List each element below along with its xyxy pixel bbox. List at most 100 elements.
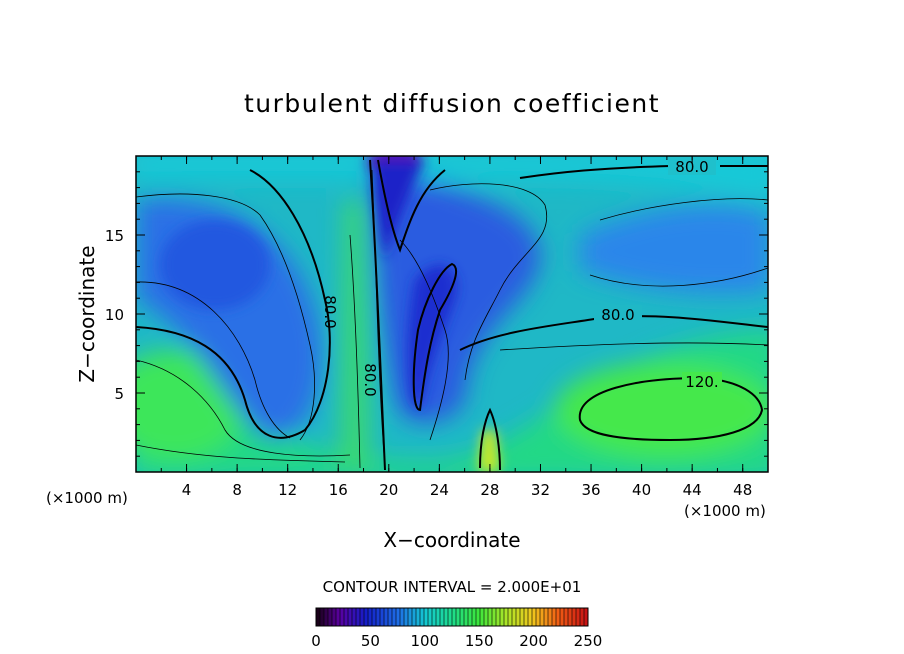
colorbar-cell [436, 608, 440, 626]
colorbar-cell [384, 608, 388, 626]
colorbar-cell [344, 608, 348, 626]
colorbar-tick-label: 50 [361, 632, 380, 650]
contour-thin [589, 267, 768, 287]
contour-thin [499, 342, 768, 351]
contour-thin [349, 234, 361, 469]
colorbar-cell [468, 608, 472, 626]
x-tick-label: 8 [232, 481, 242, 499]
colorbar-cell [532, 608, 536, 626]
field-dark-blue-plume [372, 160, 425, 260]
x-unit-right: (×1000 m) [684, 502, 766, 520]
x-tick-label: 16 [329, 481, 348, 499]
x-tick-label: 24 [430, 481, 449, 499]
y-tick-label: 15 [105, 227, 124, 245]
colorbar [315, 607, 589, 627]
x-tick-label: 40 [632, 481, 651, 499]
colorbar-cell [328, 608, 332, 626]
colorbar-tick-label: 0 [311, 632, 321, 650]
y-axis: 5 10 15 [105, 171, 768, 457]
x-tick-label: 28 [480, 481, 499, 499]
colorbar-ticks: 0 50 100 150 200 250 [311, 632, 602, 650]
field-deep-blue-left [160, 220, 270, 310]
colorbar-tick-label: 100 [410, 632, 439, 650]
colorbar-tick-label: 250 [574, 632, 603, 650]
colorbar-cell [360, 608, 364, 626]
colorbar-cell [388, 608, 392, 626]
colorbar-cell [524, 608, 528, 626]
colorbar-cell [480, 608, 484, 626]
colorbar-cell [324, 608, 328, 626]
field-blue-right [580, 205, 768, 294]
colorbar-cell [364, 608, 368, 626]
colorbar-cell [556, 608, 560, 626]
plot-area [136, 156, 768, 472]
contour-label-bg [682, 372, 722, 390]
contour-80-plume [377, 159, 446, 253]
colorbar-cell [512, 608, 516, 626]
colorbar-cell [572, 608, 576, 626]
colorbar-cell [528, 608, 532, 626]
contour-thin [136, 193, 315, 441]
colorbar-cell [464, 608, 468, 626]
colorbar-cell [392, 608, 396, 626]
x-tick-label: 20 [379, 481, 398, 499]
colorbar-cell [568, 608, 572, 626]
contour-deep [412, 262, 458, 412]
colorbar-cell [376, 608, 380, 626]
colorbar-cell [452, 608, 456, 626]
contour-label-group: 80.0 80.0 80.0 80.0 120. [321, 157, 722, 397]
colorbar-cell [584, 608, 588, 626]
colorbar-cell [440, 608, 444, 626]
y-axis-title: Z−coordinate [75, 245, 99, 382]
contour-80-center [369, 159, 386, 471]
y-tick-label: 10 [105, 306, 124, 324]
colorbar-cell [368, 608, 372, 626]
contour-interval-text: CONTOUR INTERVAL = 2.000E+01 [323, 578, 582, 596]
x-tick-label: 44 [683, 481, 702, 499]
contour-label-left: 80.0 [321, 295, 339, 328]
colorbar-cell [496, 608, 500, 626]
colorbar-cell [472, 608, 476, 626]
colorbar-cell [520, 608, 524, 626]
field-green-column [340, 200, 370, 470]
field-cyan-top [136, 156, 768, 199]
colorbar-cell [408, 608, 412, 626]
colorbar-cell [548, 608, 552, 626]
colorbar-cell [488, 608, 492, 626]
contour-label-bg [668, 157, 716, 175]
contour-thin [599, 198, 768, 221]
colorbar-cell [552, 608, 556, 626]
colorbar-cell [404, 608, 408, 626]
x-tick-label: 48 [733, 481, 752, 499]
contour-label-bg [594, 305, 642, 323]
colorbar-cell [500, 608, 504, 626]
contour-yellow [479, 407, 501, 471]
contour-thin [136, 359, 351, 457]
colorbar-tick-label: 150 [465, 632, 494, 650]
x-axis: 4 8 12 16 20 24 28 32 36 40 44 48 [160, 156, 752, 499]
colorbar-cell [492, 608, 496, 626]
contour-thin [136, 281, 291, 439]
colorbar-cell [544, 608, 548, 626]
colorbar-cell [564, 608, 568, 626]
colorbar-cell [372, 608, 376, 626]
colorbar-cell [432, 608, 436, 626]
colorbar-cell [356, 608, 360, 626]
contour-label-top: 80.0 [675, 158, 708, 176]
colorbar-cell [424, 608, 428, 626]
field-green-right [555, 362, 768, 458]
colorbar-cell [456, 608, 460, 626]
colorbar-tick-label: 200 [519, 632, 548, 650]
colorbar-cell [560, 608, 564, 626]
colorbar-cell [420, 608, 424, 626]
contour-thin [429, 183, 548, 381]
colorbar-cell [336, 608, 340, 626]
contour-thin [136, 444, 346, 463]
contour-lines [136, 159, 768, 471]
contour-80-left [136, 169, 331, 439]
colorbar-cell [484, 608, 488, 626]
colorbar-cell [444, 608, 448, 626]
contour-label-mid: 80.0 [601, 306, 634, 324]
colorbar-cell [340, 608, 344, 626]
